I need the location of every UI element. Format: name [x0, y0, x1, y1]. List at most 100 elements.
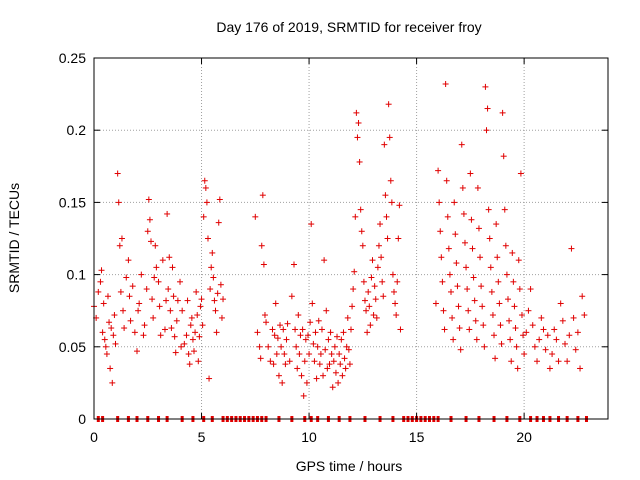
data-point	[181, 340, 188, 347]
data-point	[295, 312, 302, 319]
data-point	[521, 351, 528, 358]
data-point	[195, 358, 202, 365]
data-point	[306, 351, 313, 358]
data-point	[98, 267, 105, 274]
data-point	[197, 303, 204, 310]
data-point	[131, 329, 138, 336]
data-point	[213, 329, 220, 336]
data-point	[322, 346, 329, 353]
data-point	[570, 314, 577, 321]
data-point	[258, 242, 265, 249]
data-point	[220, 296, 227, 303]
data-point	[440, 307, 447, 314]
data-point	[174, 297, 181, 304]
data-point	[466, 326, 473, 333]
data-point	[483, 127, 490, 134]
data-point	[185, 351, 192, 358]
data-point	[377, 221, 384, 228]
data-point	[493, 221, 500, 228]
data-point	[101, 336, 108, 343]
data-point	[520, 332, 527, 339]
data-point	[350, 286, 357, 293]
data-point	[387, 177, 394, 184]
grid-lines	[94, 58, 608, 419]
data-point	[194, 312, 201, 319]
data-point	[546, 365, 553, 372]
data-point	[256, 343, 263, 350]
data-point	[336, 351, 343, 358]
data-point	[364, 329, 371, 336]
data-point	[211, 297, 218, 304]
x-axis-label: GPS time / hours	[296, 458, 403, 474]
data-point	[351, 268, 358, 275]
data-point	[354, 134, 361, 141]
data-point	[156, 303, 163, 310]
data-point	[488, 288, 495, 295]
data-point	[386, 134, 393, 141]
data-point	[485, 206, 492, 213]
data-point	[366, 303, 373, 310]
data-point	[120, 307, 127, 314]
data-point	[544, 332, 551, 339]
data-point	[313, 375, 320, 382]
data-point	[513, 343, 520, 350]
data-point	[489, 312, 496, 319]
data-point	[298, 372, 305, 379]
data-point	[317, 351, 324, 358]
data-point	[487, 264, 494, 271]
data-point	[396, 202, 403, 209]
data-point	[510, 278, 517, 285]
data-point	[559, 317, 566, 324]
data-point	[371, 283, 378, 290]
data-point	[155, 278, 162, 285]
data-point	[465, 307, 472, 314]
data-point	[117, 288, 124, 295]
data-point	[106, 319, 113, 326]
data-point	[209, 249, 216, 256]
data-point	[345, 346, 352, 353]
data-point	[453, 260, 460, 267]
data-point	[326, 361, 333, 368]
data-point	[374, 264, 381, 271]
data-point	[458, 141, 465, 148]
data-point	[383, 213, 390, 220]
data-point	[477, 254, 484, 261]
data-point	[391, 288, 398, 295]
data-point	[478, 283, 485, 290]
data-point	[170, 293, 177, 300]
data-point	[261, 312, 268, 319]
data-point	[395, 235, 402, 242]
data-point	[523, 329, 530, 336]
data-point	[269, 326, 276, 333]
data-point	[474, 184, 481, 191]
data-point	[497, 322, 504, 329]
data-point	[494, 254, 501, 261]
data-point	[446, 271, 453, 278]
data-point	[349, 303, 356, 310]
data-point	[284, 320, 291, 327]
data-point	[467, 170, 474, 177]
y-tick-label: 0.25	[59, 50, 86, 66]
data-point	[344, 314, 351, 321]
data-point	[515, 257, 522, 264]
data-point	[353, 109, 360, 116]
data-point	[282, 361, 289, 368]
data-point	[271, 332, 278, 339]
data-point	[186, 361, 193, 368]
data-point	[540, 326, 547, 333]
data-point	[272, 300, 279, 307]
data-point	[328, 351, 335, 358]
data-point	[448, 288, 455, 295]
data-point	[179, 307, 186, 314]
data-point	[450, 336, 457, 343]
data-point	[116, 242, 123, 249]
data-point	[95, 288, 102, 295]
data-point	[516, 286, 523, 293]
data-point	[254, 329, 261, 336]
data-point	[332, 369, 339, 376]
data-point	[279, 379, 286, 386]
data-point	[511, 303, 518, 310]
y-tick-label: 0	[78, 411, 86, 427]
data-point	[348, 326, 354, 333]
